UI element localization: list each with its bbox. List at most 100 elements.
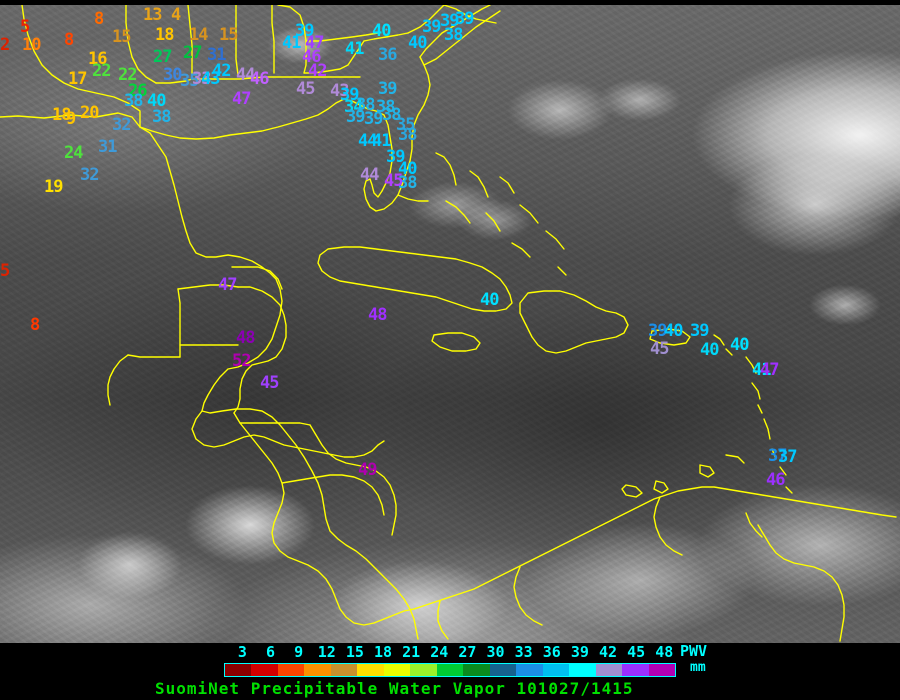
station-value-label: 16 bbox=[88, 49, 108, 69]
colorbar-segment bbox=[330, 664, 358, 676]
station-value-label: 5 bbox=[0, 261, 10, 281]
station-value-label: 5 bbox=[20, 17, 30, 37]
station-value-label: 8 bbox=[30, 315, 40, 335]
station-value-label: 27 bbox=[153, 47, 173, 67]
station-value-label: 40 bbox=[730, 335, 750, 355]
colorbar-tick-label: 42 bbox=[599, 643, 618, 661]
station-value-label: 39 bbox=[690, 321, 710, 341]
station-value-label: 42 bbox=[212, 61, 232, 81]
station-value-label: 32 bbox=[80, 165, 100, 185]
station-value-label: 18 bbox=[155, 25, 175, 45]
station-value-label: 46 bbox=[250, 69, 270, 89]
station-value-label: 44 bbox=[360, 165, 380, 185]
station-value-label: 43 bbox=[330, 81, 350, 101]
station-value-label: 35 bbox=[180, 71, 200, 91]
station-value-label: 4 bbox=[171, 5, 181, 25]
station-value-label: 40 bbox=[480, 290, 500, 310]
colorbar-tick-label: 18 bbox=[374, 643, 393, 661]
colorbar-segment bbox=[436, 664, 464, 676]
station-value-label: 41 bbox=[372, 131, 392, 151]
satellite-image-pane: 5 10 2 8 8 15 18 14 15 13 4 16 17 22 22 26 27 27 31 42 30 35 3… bbox=[0, 5, 900, 643]
station-value-label: 42 bbox=[308, 61, 328, 81]
station-value-label: 39 bbox=[386, 147, 406, 167]
satellite-cloud-imagery bbox=[0, 5, 900, 643]
colorbar-segment bbox=[569, 664, 596, 676]
station-value-label: 39 bbox=[455, 9, 475, 29]
colorbar-segment bbox=[542, 664, 570, 676]
station-value-label: 31 bbox=[207, 45, 227, 65]
station-value-label: 8 bbox=[94, 9, 104, 29]
satellite-image-noise bbox=[0, 5, 900, 643]
station-value-label: 27 bbox=[183, 43, 203, 63]
station-value-label: 40 bbox=[372, 21, 392, 41]
colorbar-tick-label: 39 bbox=[570, 643, 589, 661]
station-value-label: 10 bbox=[22, 35, 42, 55]
station-value-label: 40 bbox=[408, 33, 428, 53]
station-value-label: 18 bbox=[52, 105, 72, 125]
colorbar-tick-label: 45 bbox=[627, 643, 646, 661]
station-value-label: 45 bbox=[384, 171, 404, 191]
station-value-label: 37 bbox=[768, 446, 788, 466]
colorbar-segment bbox=[463, 664, 490, 676]
station-value-label: 24 bbox=[64, 143, 84, 163]
station-value-label: 39 bbox=[364, 109, 384, 129]
station-value-label: 39 bbox=[422, 17, 442, 37]
station-value-label: 39 bbox=[346, 107, 366, 127]
station-value-label: 9 bbox=[66, 109, 76, 129]
station-value-label: 39 bbox=[440, 11, 460, 31]
station-value-label: 26 bbox=[128, 81, 148, 101]
colorbar-segment bbox=[410, 664, 437, 676]
colorbar-segment bbox=[383, 664, 411, 676]
station-value-label: 40 bbox=[147, 91, 167, 111]
station-value-label: 40 bbox=[398, 159, 418, 179]
colorbar-tick-label: 30 bbox=[486, 643, 505, 661]
station-value-label: 40 bbox=[664, 321, 684, 341]
colorbar-tick-label: 24 bbox=[430, 643, 449, 661]
station-value-label: 32 bbox=[112, 115, 132, 135]
colorbar-segment bbox=[489, 664, 517, 676]
station-value-label: 2 bbox=[0, 35, 10, 55]
station-value-label: 39 bbox=[378, 79, 398, 99]
station-value-label: 47 bbox=[218, 275, 238, 295]
station-value-label: 41 bbox=[752, 360, 772, 380]
colorbar-segment bbox=[251, 664, 278, 676]
station-value-label: 36 bbox=[378, 45, 398, 65]
colorbar-segment bbox=[622, 664, 649, 676]
station-value-label: 22 bbox=[118, 65, 138, 85]
station-value-label: 46 bbox=[302, 47, 322, 67]
station-value-label: 35 bbox=[396, 115, 416, 135]
colorbar-segment bbox=[357, 664, 384, 676]
colorbar-tick-label: 48 bbox=[655, 643, 674, 661]
station-value-label: 33 bbox=[192, 69, 212, 89]
station-value-label: 38 bbox=[376, 97, 396, 117]
product-title: SuomiNet Precipitable Water Vapor 101027… bbox=[155, 679, 634, 698]
legend-panel: 3 6 9 12 15 18 21 24 27 30 33 36 39 42 45 48 PWV mm Suo… bbox=[0, 642, 900, 700]
colorbar-tick-label: 27 bbox=[458, 643, 477, 661]
station-value-label: 48 bbox=[236, 328, 256, 348]
station-value-label: 47 bbox=[305, 33, 325, 53]
station-value-label: 38 bbox=[398, 173, 418, 193]
colorbar-segment bbox=[648, 664, 675, 676]
station-value-label: 39 bbox=[295, 21, 315, 41]
colorbar-tick-label: 33 bbox=[514, 643, 533, 661]
station-value-label: 38 bbox=[124, 91, 144, 111]
station-value-label: 22 bbox=[92, 61, 112, 81]
station-value-label: 14 bbox=[189, 25, 209, 45]
colorbar-tick-label: 36 bbox=[542, 643, 561, 661]
station-value-label: 41 bbox=[345, 39, 365, 59]
colorbar-segment bbox=[595, 664, 623, 676]
station-value-label: 37 bbox=[778, 447, 798, 467]
station-value-label: 44 bbox=[236, 65, 256, 85]
station-value-label: 38 bbox=[398, 125, 418, 145]
station-value-label: 52 bbox=[232, 351, 252, 371]
colorbar-parameter-label: PWV bbox=[680, 642, 708, 660]
station-value-label: 8 bbox=[64, 30, 74, 50]
colorbar-tick-label: 6 bbox=[266, 643, 276, 661]
station-value-label: 43 bbox=[201, 69, 221, 89]
colorbar-tick-label: 12 bbox=[317, 643, 336, 661]
station-value-label: 15 bbox=[219, 25, 239, 45]
station-value-label: 47 bbox=[760, 360, 780, 380]
station-value-label: 38 bbox=[152, 107, 172, 127]
colorbar-tick-label: 15 bbox=[345, 643, 364, 661]
station-value-label: 38 bbox=[444, 25, 464, 45]
